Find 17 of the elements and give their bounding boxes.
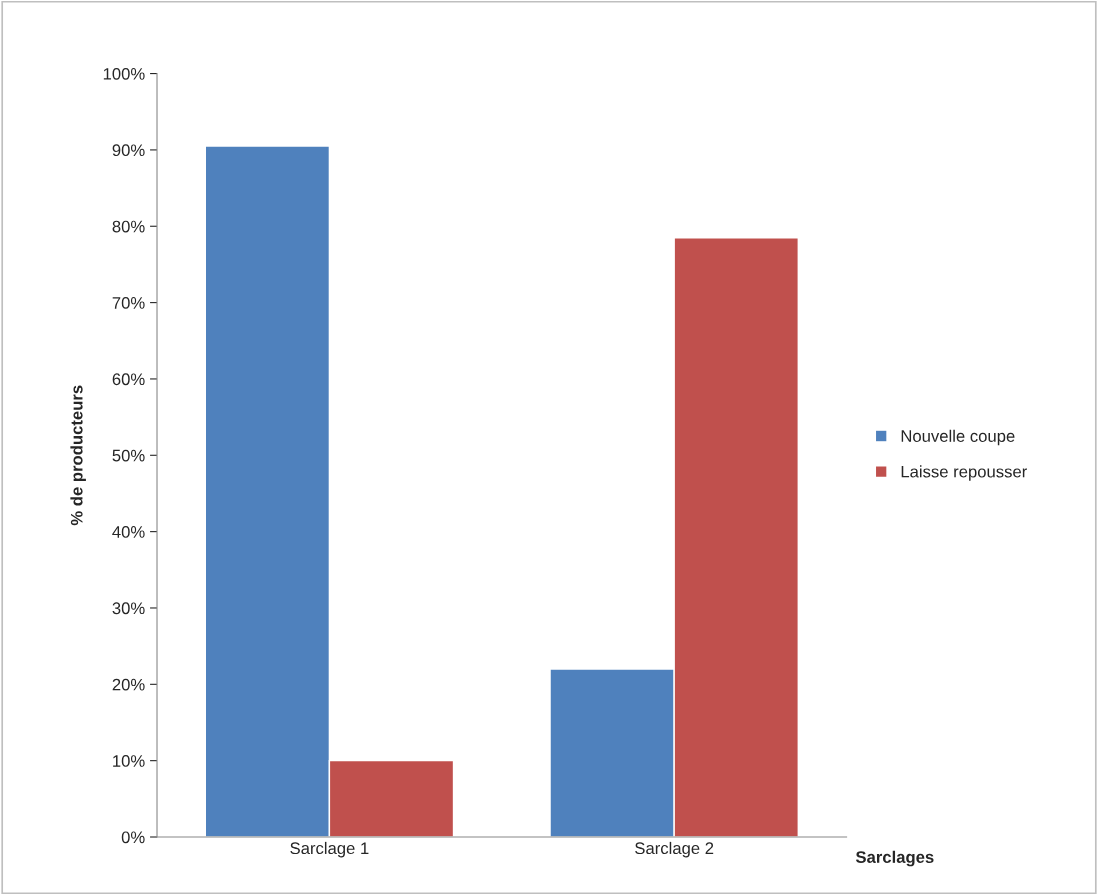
x-axis-title: Sarclages — [855, 850, 934, 867]
y-tick-label: 30% — [112, 602, 145, 615]
y-tick-label: 0% — [121, 831, 145, 844]
y-tick-label: 20% — [112, 678, 145, 691]
y-tick-label: 50% — [112, 449, 145, 462]
legend-label: Nouvelle coupe — [901, 429, 1015, 446]
legend-label: Laisse repousser — [901, 465, 1027, 481]
x-tick-label: Sarclage 2 — [635, 841, 714, 858]
y-axis-title: % de producteurs — [70, 385, 86, 526]
y-tick-label: 100% — [103, 67, 145, 80]
y-tick-label: 70% — [112, 297, 145, 309]
y-tick-label: 90% — [112, 144, 145, 157]
y-tick-label: 60% — [112, 373, 145, 386]
y-tick-label: 40% — [112, 526, 145, 538]
x-tick-label: Sarclage 1 — [290, 841, 369, 858]
y-tick-label: 80% — [112, 220, 145, 233]
y-tick-label: 10% — [113, 755, 145, 767]
